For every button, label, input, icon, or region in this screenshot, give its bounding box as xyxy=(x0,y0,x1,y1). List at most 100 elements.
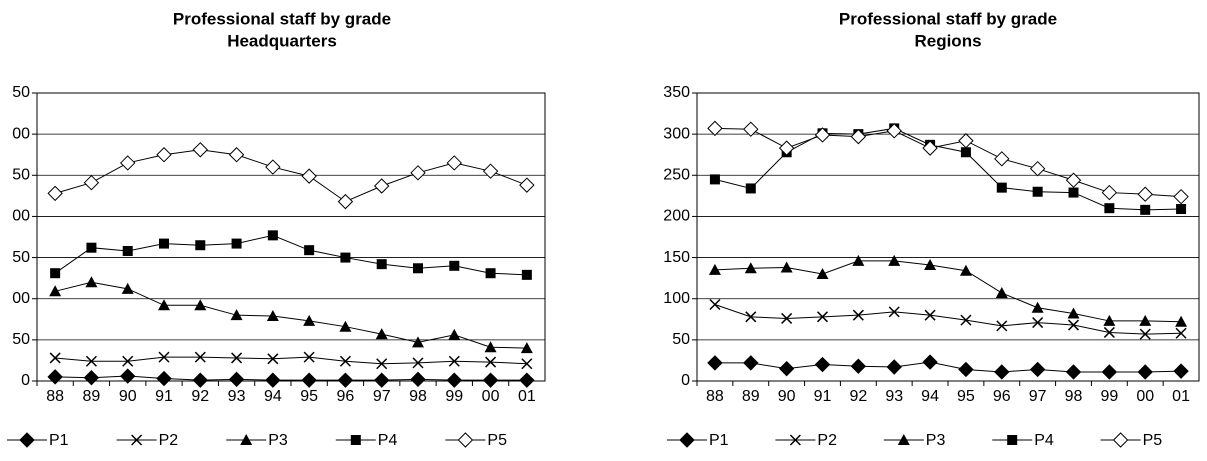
marker xyxy=(521,358,533,370)
x-tick-label: 92 xyxy=(191,388,209,405)
marker xyxy=(158,299,170,311)
marker xyxy=(1067,307,1080,319)
y-tick-label: 00 xyxy=(12,125,30,142)
marker xyxy=(267,353,279,365)
marker xyxy=(1065,364,1082,380)
x-tick-label: 93 xyxy=(885,388,903,405)
marker xyxy=(778,360,795,377)
x-tick-label: 00 xyxy=(1136,388,1154,405)
marker xyxy=(959,264,972,276)
marker xyxy=(412,336,424,348)
marker xyxy=(707,120,723,137)
marker xyxy=(994,364,1010,380)
x-tick-label: 98 xyxy=(1065,388,1083,405)
marker xyxy=(86,242,97,253)
marker xyxy=(1137,364,1153,380)
marker xyxy=(337,372,354,388)
y-tick-label: 00 xyxy=(12,290,30,307)
y-tick-label: 0 xyxy=(681,372,690,389)
marker xyxy=(194,351,206,363)
marker xyxy=(994,151,1010,167)
marker xyxy=(122,355,134,367)
legend-marker xyxy=(240,434,253,445)
legend-marker xyxy=(897,434,910,445)
y-tick-label: 300 xyxy=(663,125,690,142)
marker xyxy=(745,183,756,194)
chart-title: Regions xyxy=(914,31,981,50)
x-tick-label: 91 xyxy=(155,388,173,405)
marker xyxy=(1032,186,1043,197)
marker xyxy=(195,240,206,251)
marker xyxy=(485,356,497,368)
marker xyxy=(482,163,499,179)
marker xyxy=(192,372,208,388)
marker xyxy=(50,268,61,279)
x-tick-label: 91 xyxy=(814,388,832,405)
marker xyxy=(1173,188,1189,205)
x-tick-label: 96 xyxy=(337,388,355,405)
y-tick-label: 50 xyxy=(12,331,30,348)
marker xyxy=(778,140,795,156)
y-tick-label: 100 xyxy=(663,290,690,307)
marker xyxy=(122,245,133,256)
marker xyxy=(1065,172,1082,188)
marker xyxy=(521,269,532,280)
marker xyxy=(707,355,723,371)
marker xyxy=(301,372,317,388)
legend-marker xyxy=(131,434,143,446)
marker xyxy=(744,262,757,274)
marker xyxy=(158,351,170,363)
legend-marker xyxy=(350,435,361,445)
marker xyxy=(888,254,901,266)
marker xyxy=(303,314,316,326)
marker xyxy=(960,147,971,158)
marker xyxy=(265,159,281,175)
legend-label: P3 xyxy=(926,432,946,449)
legend-marker xyxy=(457,432,474,448)
x-tick-label: 99 xyxy=(1100,388,1118,405)
marker xyxy=(156,370,172,387)
marker xyxy=(781,312,793,324)
marker xyxy=(852,254,865,266)
chart-title: Professional staff by grade xyxy=(173,9,391,28)
legend-label: P4 xyxy=(378,432,398,449)
marker xyxy=(192,142,208,158)
legend-label: P2 xyxy=(159,432,179,449)
marker xyxy=(1139,328,1151,340)
marker xyxy=(1175,315,1188,327)
series-line xyxy=(54,234,527,276)
marker xyxy=(924,309,936,321)
x-tick-label: 92 xyxy=(849,388,867,405)
marker xyxy=(519,372,535,388)
marker xyxy=(230,309,243,321)
marker xyxy=(446,155,462,171)
marker xyxy=(1031,301,1044,313)
marker xyxy=(120,155,136,171)
marker xyxy=(852,309,864,321)
marker xyxy=(228,371,245,388)
marker xyxy=(120,368,136,384)
marker xyxy=(339,355,351,367)
marker xyxy=(49,285,62,297)
marker xyxy=(484,341,497,353)
marker xyxy=(886,359,902,375)
marker xyxy=(850,128,867,145)
marker xyxy=(888,306,900,318)
legend-label: P4 xyxy=(1034,432,1054,449)
marker xyxy=(1101,184,1118,201)
x-tick-label: 90 xyxy=(119,388,137,405)
marker xyxy=(194,299,207,311)
marker xyxy=(410,165,426,181)
marker xyxy=(745,311,757,323)
legend-label: P3 xyxy=(268,432,288,449)
marker xyxy=(482,372,499,388)
marker xyxy=(996,182,1007,193)
marker xyxy=(337,193,354,210)
y-tick-label: 0 xyxy=(21,372,30,389)
x-tick-label: 88 xyxy=(706,388,724,405)
marker xyxy=(960,314,972,326)
marker xyxy=(1032,317,1044,329)
marker xyxy=(485,268,496,279)
marker xyxy=(520,342,533,354)
